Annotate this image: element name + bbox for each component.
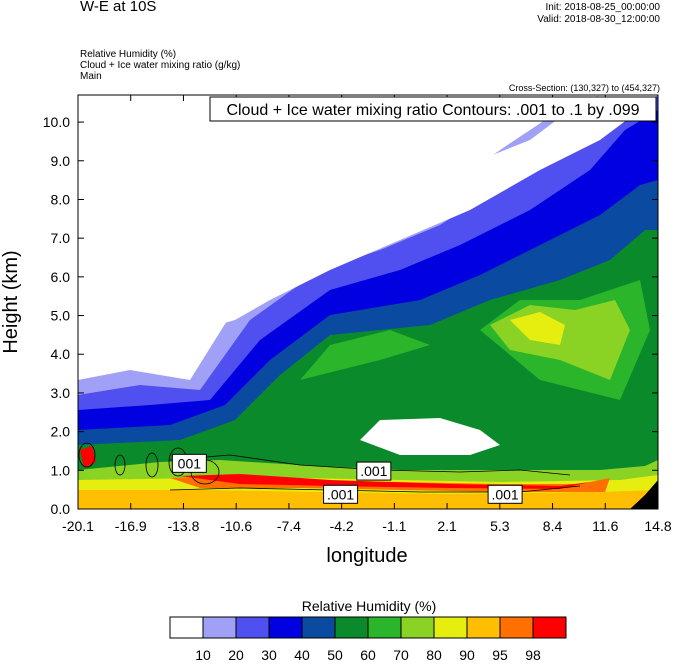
x-tick-label: -16.9 (115, 518, 147, 534)
x-tick-label: -10.6 (220, 518, 252, 534)
contour-line (145, 452, 159, 478)
contour-title: Cloud + Ice water mixing ratio Contours:… (226, 102, 639, 119)
y-tick-label: 2.0 (51, 424, 71, 440)
plot-title: W-E at 10S (80, 0, 157, 15)
x-tick-label: -4.2 (330, 518, 354, 534)
colorbar-tick-label: 60 (360, 647, 376, 663)
colorbar-tick-label: 70 (393, 647, 409, 663)
contour-title-box (209, 96, 657, 122)
y-tick-label: 4.0 (51, 346, 71, 362)
terrain (630, 480, 658, 509)
humidity-field (78, 95, 658, 509)
x-tick-label: 8.4 (543, 518, 563, 534)
y-tick-label: 10.0 (43, 114, 70, 130)
x-axis-label: longitude (326, 545, 407, 567)
y-tick-label: 1.0 (51, 462, 71, 478)
colorbar-tick-label: 95 (492, 647, 508, 663)
contour-label-box (323, 484, 359, 504)
field-list: Relative Humidity (%) Cloud + Ice water … (80, 49, 240, 82)
field-main: Main (80, 71, 102, 82)
colorbar-swatch (367, 616, 402, 639)
colorbar-tick-label: 98 (525, 647, 541, 663)
contour-line (78, 442, 96, 468)
colorbar-swatch (268, 616, 303, 639)
colorbar-tick-label: 80 (426, 647, 442, 663)
rh-region (80, 446, 590, 489)
colorbar-swatch (499, 616, 534, 639)
colorbar-swatch (433, 616, 468, 639)
init-time: Init: 2018-08-25_00:00:00 (545, 2, 660, 13)
contour-labels: 001 .001 .001 .001 (171, 453, 523, 504)
x-tick-label: 5.3 (490, 518, 510, 534)
colorbar-swatch (334, 616, 369, 639)
colorbar-tick-label: 20 (228, 647, 244, 663)
time-info: Init: 2018-08-25_00:00:00 Valid: 2018-08… (537, 2, 660, 26)
x-tick-label: -13.8 (167, 518, 199, 534)
colorbar-swatch (400, 616, 435, 639)
colorbar-swatch (301, 616, 336, 639)
colorbar-swatch (169, 616, 204, 639)
contour-label: 001 (178, 455, 202, 471)
colorbar-label: Relative Humidity (%) (302, 598, 437, 614)
rh-region (78, 230, 658, 509)
x-tick-label: 14.8 (644, 518, 671, 534)
y-tick-label: 8.0 (51, 191, 71, 207)
colorbar-tick-label: 30 (261, 647, 277, 663)
contour-line (114, 454, 126, 476)
valid-time: Valid: 2018-08-30_12:00:00 (537, 14, 660, 25)
colorbar-swatch (532, 616, 567, 639)
y-tick-label: 5.0 (51, 308, 71, 324)
cross-section-label: Cross-Section: (130,327) to (454,327) (508, 83, 660, 93)
rh-region (78, 95, 658, 330)
x-tick-label: -1.1 (382, 518, 406, 534)
contour-label-box (487, 484, 523, 504)
y-tick-label: 3.0 (51, 385, 71, 401)
colorbar-tick-label: 50 (327, 647, 343, 663)
contour-label-box (356, 461, 392, 481)
field-rh: Relative Humidity (%) (80, 49, 177, 60)
x-tick-label: 2.1 (437, 518, 457, 534)
colorbar: 10 20 30 40 50 60 70 80 90 95 98 (169, 616, 567, 663)
plot-frame (77, 94, 659, 510)
contour-label: .001 (327, 486, 354, 502)
y-tick-label: 0.0 (51, 501, 71, 517)
y-axis-label: Height (km) (0, 250, 22, 353)
colorbar-tick-label: 90 (459, 647, 475, 663)
colorbar-swatch (202, 616, 237, 639)
contour-line (169, 485, 581, 493)
y-tick-label: 9.0 (51, 153, 71, 169)
x-tick-label: 11.6 (592, 518, 618, 534)
x-tick-label: -20.1 (62, 518, 94, 534)
field-cloud: Cloud + Ice water mixing ratio (g/kg) (80, 60, 241, 71)
y-tick-label: 7.0 (51, 230, 71, 246)
axis-tick-labels: -20.1 -16.9 -13.8 -10.6 -7.4 -4.2 -1.1 2.1 5.3 8.… (43, 114, 672, 534)
colorbar-tick-label: 40 (294, 647, 310, 663)
colorbar-tick-label: 10 (195, 647, 211, 663)
colorbar-swatch (235, 616, 270, 639)
y-tick-label: 6.0 (51, 269, 71, 285)
rh-region (78, 490, 658, 509)
x-tick-label: -7.4 (277, 518, 301, 534)
rh-region (360, 418, 500, 455)
rh-region (510, 312, 565, 345)
contour-label: .001 (360, 463, 387, 479)
contour-label-box (171, 453, 207, 473)
colorbar-swatch (466, 616, 501, 639)
contour-label: .001 (491, 486, 518, 502)
